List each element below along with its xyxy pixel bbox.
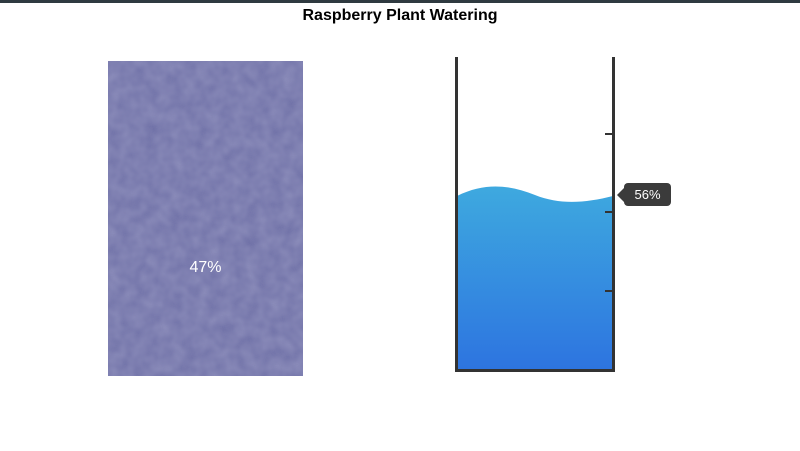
water-tank [455, 57, 615, 372]
water-fill [457, 186, 613, 370]
top-border [0, 0, 800, 3]
water-tank-graphic [455, 57, 615, 372]
page-title: Raspberry Plant Watering [302, 7, 498, 24]
water-level-tooltip: 56% [617, 183, 671, 206]
soil-moisture-panel: 47% [108, 61, 303, 376]
soil-texture [108, 61, 303, 376]
soil-moisture-value: 47% [189, 259, 222, 276]
